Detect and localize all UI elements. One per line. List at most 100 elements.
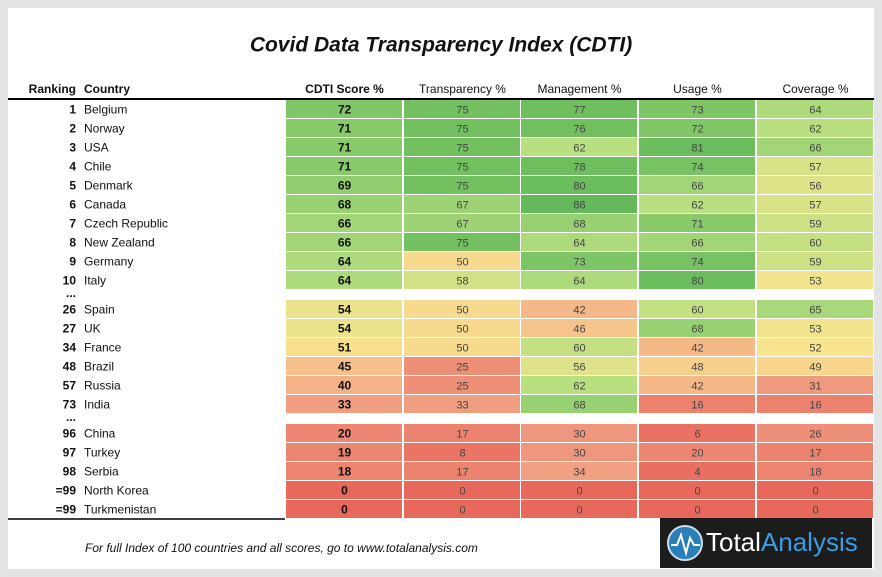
score-cell [639, 500, 755, 518]
score: 71 [338, 122, 352, 136]
score: 80 [691, 275, 703, 287]
score: 78 [573, 161, 585, 173]
score-cell [757, 481, 873, 499]
score: 72 [691, 123, 703, 135]
score-cell [286, 357, 402, 375]
ranking: 4 [69, 160, 76, 174]
score: 50 [456, 342, 468, 354]
score-cell [286, 233, 402, 251]
score-cell [286, 395, 402, 413]
score: 80 [573, 180, 585, 192]
score: 30 [573, 428, 585, 440]
score-cell [639, 424, 755, 442]
logo-pulse [671, 531, 700, 557]
ranking: =99 [56, 484, 77, 498]
ranking: 2 [69, 122, 76, 136]
ranking: 9 [69, 255, 76, 269]
score: 67 [456, 218, 468, 230]
score-cell [521, 376, 637, 394]
score: 16 [691, 399, 703, 411]
score-cell [757, 395, 873, 413]
score-cell [639, 233, 755, 251]
country: Italy [84, 274, 106, 288]
score: 40 [338, 379, 352, 393]
column-header: Country [84, 82, 130, 96]
score: 31 [809, 380, 821, 392]
score: 66 [691, 237, 703, 249]
score: 74 [691, 161, 703, 173]
score-cell [757, 138, 873, 156]
score-cell [757, 424, 873, 442]
country: France [84, 341, 122, 355]
score-cell [521, 100, 637, 118]
country: Canada [84, 198, 126, 212]
score: 66 [338, 236, 352, 250]
score-cell [639, 357, 755, 375]
score: 19 [338, 446, 352, 460]
score-cell [757, 214, 873, 232]
score: 68 [338, 198, 352, 212]
score: 42 [691, 380, 703, 392]
score: 0 [341, 484, 348, 498]
score-cell [404, 252, 520, 270]
score: 49 [809, 361, 821, 373]
score-cell [521, 319, 637, 337]
score: 58 [456, 275, 468, 287]
score-cell [757, 252, 873, 270]
country: Chile [84, 160, 112, 174]
country: UK [84, 322, 101, 336]
score-cell [286, 481, 402, 499]
score: 77 [573, 104, 585, 116]
score: 54 [338, 303, 352, 317]
score-cell [521, 195, 637, 213]
ranking: 7 [69, 217, 76, 231]
score: 65 [809, 304, 821, 316]
score-cell [521, 357, 637, 375]
score-cell [757, 233, 873, 251]
score: 17 [809, 447, 821, 459]
ranking: 57 [63, 379, 77, 393]
ranking: 96 [63, 427, 77, 441]
score-cell [639, 176, 755, 194]
score-cell [521, 300, 637, 318]
score: 60 [691, 304, 703, 316]
score: 33 [456, 399, 468, 411]
column-header: Usage % [673, 82, 722, 96]
score-cell [521, 176, 637, 194]
ranking: 6 [69, 198, 76, 212]
score: 75 [456, 161, 468, 173]
score-cell [286, 443, 402, 461]
score-cell [404, 395, 520, 413]
score: 66 [691, 180, 703, 192]
score-cell [757, 119, 873, 137]
score: 62 [809, 123, 821, 135]
score-cell [404, 338, 520, 356]
ranking: 97 [63, 446, 77, 460]
score: 60 [573, 342, 585, 354]
score: 64 [809, 104, 821, 116]
column-header: Coverage % [782, 82, 848, 96]
score: 64 [573, 275, 585, 287]
score: 50 [456, 256, 468, 268]
score-cell [521, 119, 637, 137]
score-cell [404, 300, 520, 318]
score: 52 [809, 342, 821, 354]
score: 81 [691, 142, 703, 154]
logo: TotalAnalysis [660, 518, 872, 568]
score: 0 [459, 485, 465, 497]
score: 62 [691, 199, 703, 211]
country: Spain [84, 303, 115, 317]
title: Covid Data Transparency Index (CDTI) [250, 34, 632, 57]
score-cell [757, 443, 873, 461]
score: 16 [809, 399, 821, 411]
score: 8 [459, 447, 465, 459]
score-cell [639, 338, 755, 356]
score: 64 [338, 255, 352, 269]
score-cell [286, 500, 402, 518]
column-header: Ranking [29, 82, 76, 96]
country: Norway [84, 122, 125, 136]
score-cell [639, 252, 755, 270]
ranking: 48 [63, 360, 77, 374]
score: 71 [691, 218, 703, 230]
